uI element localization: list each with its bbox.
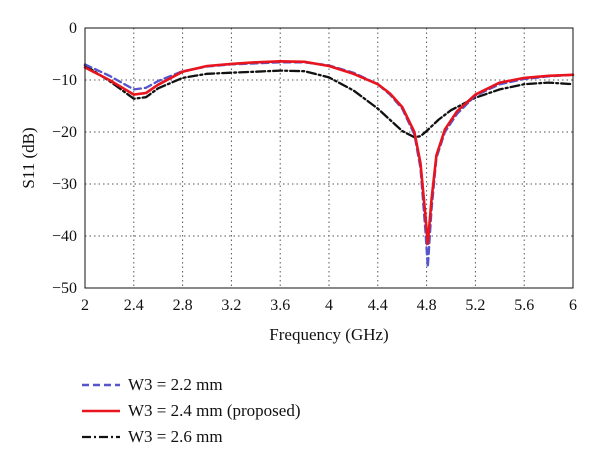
x-tick-label: 6 [569,297,577,314]
plot-frame [84,27,574,289]
series-line-solid [83,60,575,246]
y-tick-label: −40 [52,228,77,245]
x-tick-label: 5.2 [465,297,485,314]
legend-label-w3-2-2: W3 = 2.2 mm [128,375,223,394]
x-tick-label: 3.6 [270,297,290,314]
x-axis-title: Frequency (GHz) [269,325,388,344]
x-tick-label: 3.2 [221,297,241,314]
s11-chart: 2 2.4 2.8 3.2 3.6 4 4.4 4.8 5.2 5.6 6 0 −10 −20 −30 −4… [19,20,577,344]
y-tick-label: −30 [52,176,77,193]
legend: W3 = 2.2 mm W3 = 2.4 mm (proposed) W3 = … [82,372,300,450]
y-tick-label: −10 [52,72,77,89]
y-tick-label: −20 [52,124,77,141]
y-axis-title: S11 (dB) [19,127,38,188]
legend-label-w3-2-6: W3 = 2.6 mm [128,427,223,446]
x-tick-label: 2.8 [173,297,193,314]
x-tick-label: 4.4 [368,297,388,314]
legend-item: W3 = 2.2 mm [82,372,300,398]
y-tick-labels: 0 −10 −20 −30 −40 −50 [52,20,77,297]
x-tick-label: 2 [81,297,89,314]
x-tick-label: 5.6 [514,297,534,314]
x-tick-label: 4.8 [417,297,437,314]
series-line-dash-dot [83,64,575,139]
y-tick-label: −50 [52,280,77,297]
legend-label-w3-2-4: W3 = 2.4 mm (proposed) [128,401,301,420]
legend-item: W3 = 2.4 mm (proposed) [82,398,300,424]
x-tick-labels: 2 2.4 2.8 3.2 3.6 4 4.4 4.8 5.2 5.6 6 [81,297,577,314]
x-tick-label: 2.4 [124,297,144,314]
y-tick-label: 0 [69,20,77,37]
legend-swatch-w3-2-6 [82,435,120,439]
series-lines [83,60,575,269]
x-tick-label: 4 [325,297,333,314]
legend-swatch-w3-2-4 [82,409,120,413]
legend-swatch-w3-2-2 [82,383,120,387]
legend-item: W3 = 2.6 mm [82,424,300,450]
